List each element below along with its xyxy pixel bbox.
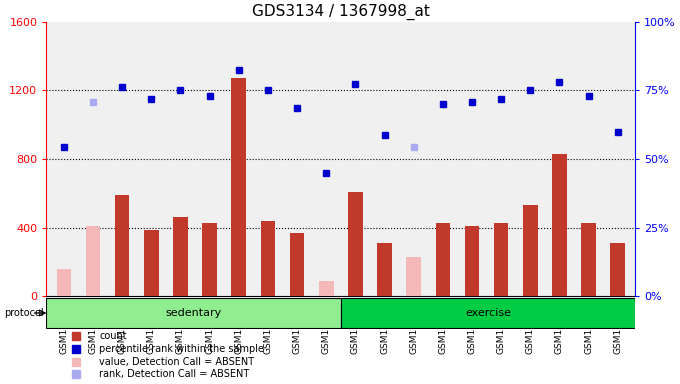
Bar	[552, 154, 566, 296]
Text: count: count	[99, 331, 127, 341]
Bar	[319, 281, 333, 296]
FancyBboxPatch shape	[341, 298, 635, 328]
Bar	[464, 226, 479, 296]
Text: percentile rank within the sample: percentile rank within the sample	[99, 344, 265, 354]
Text: sedentary: sedentary	[165, 308, 222, 318]
Bar	[203, 223, 217, 296]
Text: value, Detection Call = ABSENT: value, Detection Call = ABSENT	[99, 357, 254, 367]
Title: GDS3134 / 1367998_at: GDS3134 / 1367998_at	[252, 4, 430, 20]
Bar	[348, 192, 362, 296]
Text: exercise: exercise	[465, 308, 511, 318]
Bar	[260, 221, 275, 296]
Bar	[523, 205, 537, 296]
Bar	[86, 226, 101, 296]
Text: rank, Detection Call = ABSENT: rank, Detection Call = ABSENT	[99, 369, 250, 379]
Bar	[56, 269, 71, 296]
Bar	[407, 257, 421, 296]
Bar	[290, 233, 305, 296]
Bar	[377, 243, 392, 296]
Bar	[173, 217, 188, 296]
Bar	[115, 195, 129, 296]
FancyBboxPatch shape	[46, 298, 341, 328]
Bar	[231, 78, 246, 296]
Bar	[144, 230, 158, 296]
Bar	[611, 243, 625, 296]
Bar	[494, 223, 509, 296]
Bar	[581, 223, 596, 296]
Bar	[435, 223, 450, 296]
Text: protocol: protocol	[4, 308, 44, 318]
